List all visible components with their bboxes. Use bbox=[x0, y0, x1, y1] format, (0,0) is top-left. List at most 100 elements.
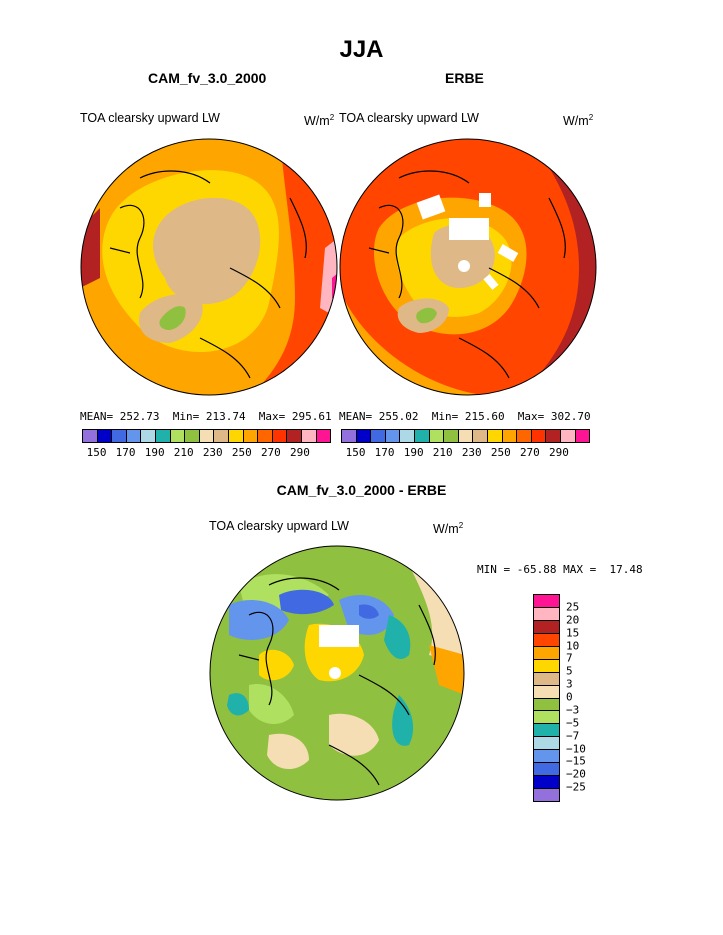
colorbar-tick-label: −25 bbox=[566, 780, 586, 794]
colorbar-swatch bbox=[487, 430, 503, 442]
colorbar-tick-label: 150 bbox=[86, 446, 107, 459]
colorbar-swatch bbox=[385, 430, 401, 442]
colorbar-tick-label: −15 bbox=[566, 754, 586, 768]
right-units-label: W/m2 bbox=[563, 113, 594, 129]
colorbar-tick-label: −20 bbox=[566, 767, 586, 781]
colorbar-swatch bbox=[199, 430, 215, 442]
colorbar-tick-label: 270 bbox=[260, 446, 281, 459]
colorbar-swatch bbox=[534, 595, 559, 608]
right-polar-map bbox=[339, 138, 597, 396]
right-colorbar bbox=[341, 429, 590, 443]
left-polar-map bbox=[80, 138, 338, 396]
colorbar-tick-label: 25 bbox=[566, 600, 580, 614]
colorbar-swatch bbox=[534, 672, 559, 686]
colorbar-tick-label: −5 bbox=[566, 716, 580, 730]
colorbar-swatch bbox=[429, 430, 445, 442]
colorbar-swatch bbox=[342, 430, 357, 442]
colorbar-swatch bbox=[400, 430, 415, 442]
colorbar-swatch bbox=[575, 430, 590, 442]
colorbar-tick-label: 5 bbox=[566, 664, 573, 678]
left-units-label: W/m2 bbox=[304, 113, 335, 129]
colorbar-swatch bbox=[534, 776, 559, 790]
colorbar-tick-label: 210 bbox=[173, 446, 194, 459]
colorbar-tick-label: 230 bbox=[202, 446, 223, 459]
page-title: JJA bbox=[339, 36, 384, 63]
diff-polar-map bbox=[209, 545, 465, 801]
colorbar-tick-label: 10 bbox=[566, 639, 580, 652]
colorbar-tick-label: 230 bbox=[461, 446, 482, 459]
colorbar-swatch bbox=[126, 430, 142, 442]
colorbar-swatch bbox=[502, 430, 518, 442]
colorbar-tick-label: 290 bbox=[290, 446, 310, 459]
colorbar-tick-label: 190 bbox=[144, 446, 165, 459]
right-colorbar-ticks: 150 170 190 210 230 250 270 290 bbox=[341, 446, 588, 460]
colorbar-swatch bbox=[83, 430, 98, 442]
diff-colorbar bbox=[533, 594, 560, 802]
colorbar-tick-label: 210 bbox=[432, 446, 453, 459]
colorbar-swatch bbox=[534, 724, 559, 738]
colorbar-swatch bbox=[112, 430, 127, 442]
colorbar-swatch bbox=[371, 430, 386, 442]
colorbar-tick-label: 7 bbox=[566, 651, 573, 665]
colorbar-tick-label: 270 bbox=[519, 446, 540, 459]
colorbar-swatch bbox=[534, 737, 559, 751]
colorbar-tick-label: 20 bbox=[566, 613, 580, 627]
colorbar-swatch bbox=[534, 685, 559, 699]
colorbar-swatch bbox=[473, 430, 488, 442]
colorbar-swatch bbox=[546, 430, 561, 442]
colorbar-swatch bbox=[214, 430, 229, 442]
colorbar-tick-label: 3 bbox=[566, 677, 573, 691]
colorbar-swatch bbox=[534, 607, 559, 621]
colorbar-swatch bbox=[534, 750, 559, 764]
colorbar-tick-label: 290 bbox=[549, 446, 569, 459]
colorbar-swatch bbox=[534, 711, 559, 725]
diff-panel-title: CAM_fv_3.0_2000 - ERBE bbox=[276, 482, 447, 498]
colorbar-tick-label: 0 bbox=[566, 690, 573, 704]
left-colorbar-ticks: 150 170 190 210 230 250 270 290 bbox=[82, 446, 329, 460]
diff-colorbar-ticks: 25 20 15 10 7 5 3 0 −3 −5 −7 −10 −15 −20 −25 bbox=[566, 594, 606, 800]
colorbar-swatch bbox=[534, 789, 559, 801]
colorbar-swatch bbox=[356, 430, 372, 442]
colorbar-tick-label: −7 bbox=[566, 729, 580, 743]
colorbar-swatch bbox=[316, 430, 331, 442]
left-stats: MEAN= 252.73 Min= 213.74 Max= 295.61 bbox=[80, 410, 332, 423]
colorbar-swatch bbox=[414, 430, 430, 442]
colorbar-tick-label: −3 bbox=[566, 703, 580, 717]
colorbar-swatch bbox=[560, 430, 576, 442]
colorbar-swatch bbox=[97, 430, 113, 442]
colorbar-tick-label: 170 bbox=[115, 446, 136, 459]
colorbar-swatch bbox=[301, 430, 317, 442]
colorbar-tick-label: 150 bbox=[345, 446, 366, 459]
colorbar-swatch bbox=[517, 430, 532, 442]
diff-stats: MIN = -65.88 MAX = 17.48 bbox=[477, 563, 643, 576]
colorbar-swatch bbox=[534, 763, 559, 777]
colorbar-swatch bbox=[155, 430, 171, 442]
colorbar-tick-label: 190 bbox=[403, 446, 424, 459]
colorbar-swatch bbox=[243, 430, 259, 442]
colorbar-tick-label: 170 bbox=[374, 446, 395, 459]
colorbar-swatch bbox=[185, 430, 200, 442]
colorbar-swatch bbox=[444, 430, 459, 442]
colorbar-tick-label: −10 bbox=[566, 742, 586, 755]
right-panel-title: ERBE bbox=[445, 70, 484, 86]
diff-variable-label: TOA clearsky upward LW bbox=[209, 519, 349, 533]
colorbar-swatch bbox=[458, 430, 474, 442]
colorbar-swatch bbox=[228, 430, 244, 442]
colorbar-swatch bbox=[534, 620, 559, 634]
colorbar-swatch bbox=[534, 633, 559, 647]
colorbar-swatch bbox=[534, 698, 559, 712]
colorbar-swatch bbox=[534, 646, 559, 660]
colorbar-swatch bbox=[287, 430, 302, 442]
colorbar-swatch bbox=[258, 430, 273, 442]
colorbar-tick-label: 250 bbox=[490, 446, 511, 459]
colorbar-tick-label: 250 bbox=[231, 446, 252, 459]
colorbar-swatch bbox=[141, 430, 156, 442]
left-variable-label: TOA clearsky upward LW bbox=[80, 111, 220, 125]
colorbar-swatch bbox=[531, 430, 547, 442]
left-colorbar bbox=[82, 429, 331, 443]
right-variable-label: TOA clearsky upward LW bbox=[339, 111, 479, 125]
colorbar-swatch bbox=[272, 430, 288, 442]
colorbar-swatch bbox=[534, 659, 559, 673]
colorbar-swatch bbox=[170, 430, 186, 442]
colorbar-tick-label: 15 bbox=[566, 626, 580, 640]
